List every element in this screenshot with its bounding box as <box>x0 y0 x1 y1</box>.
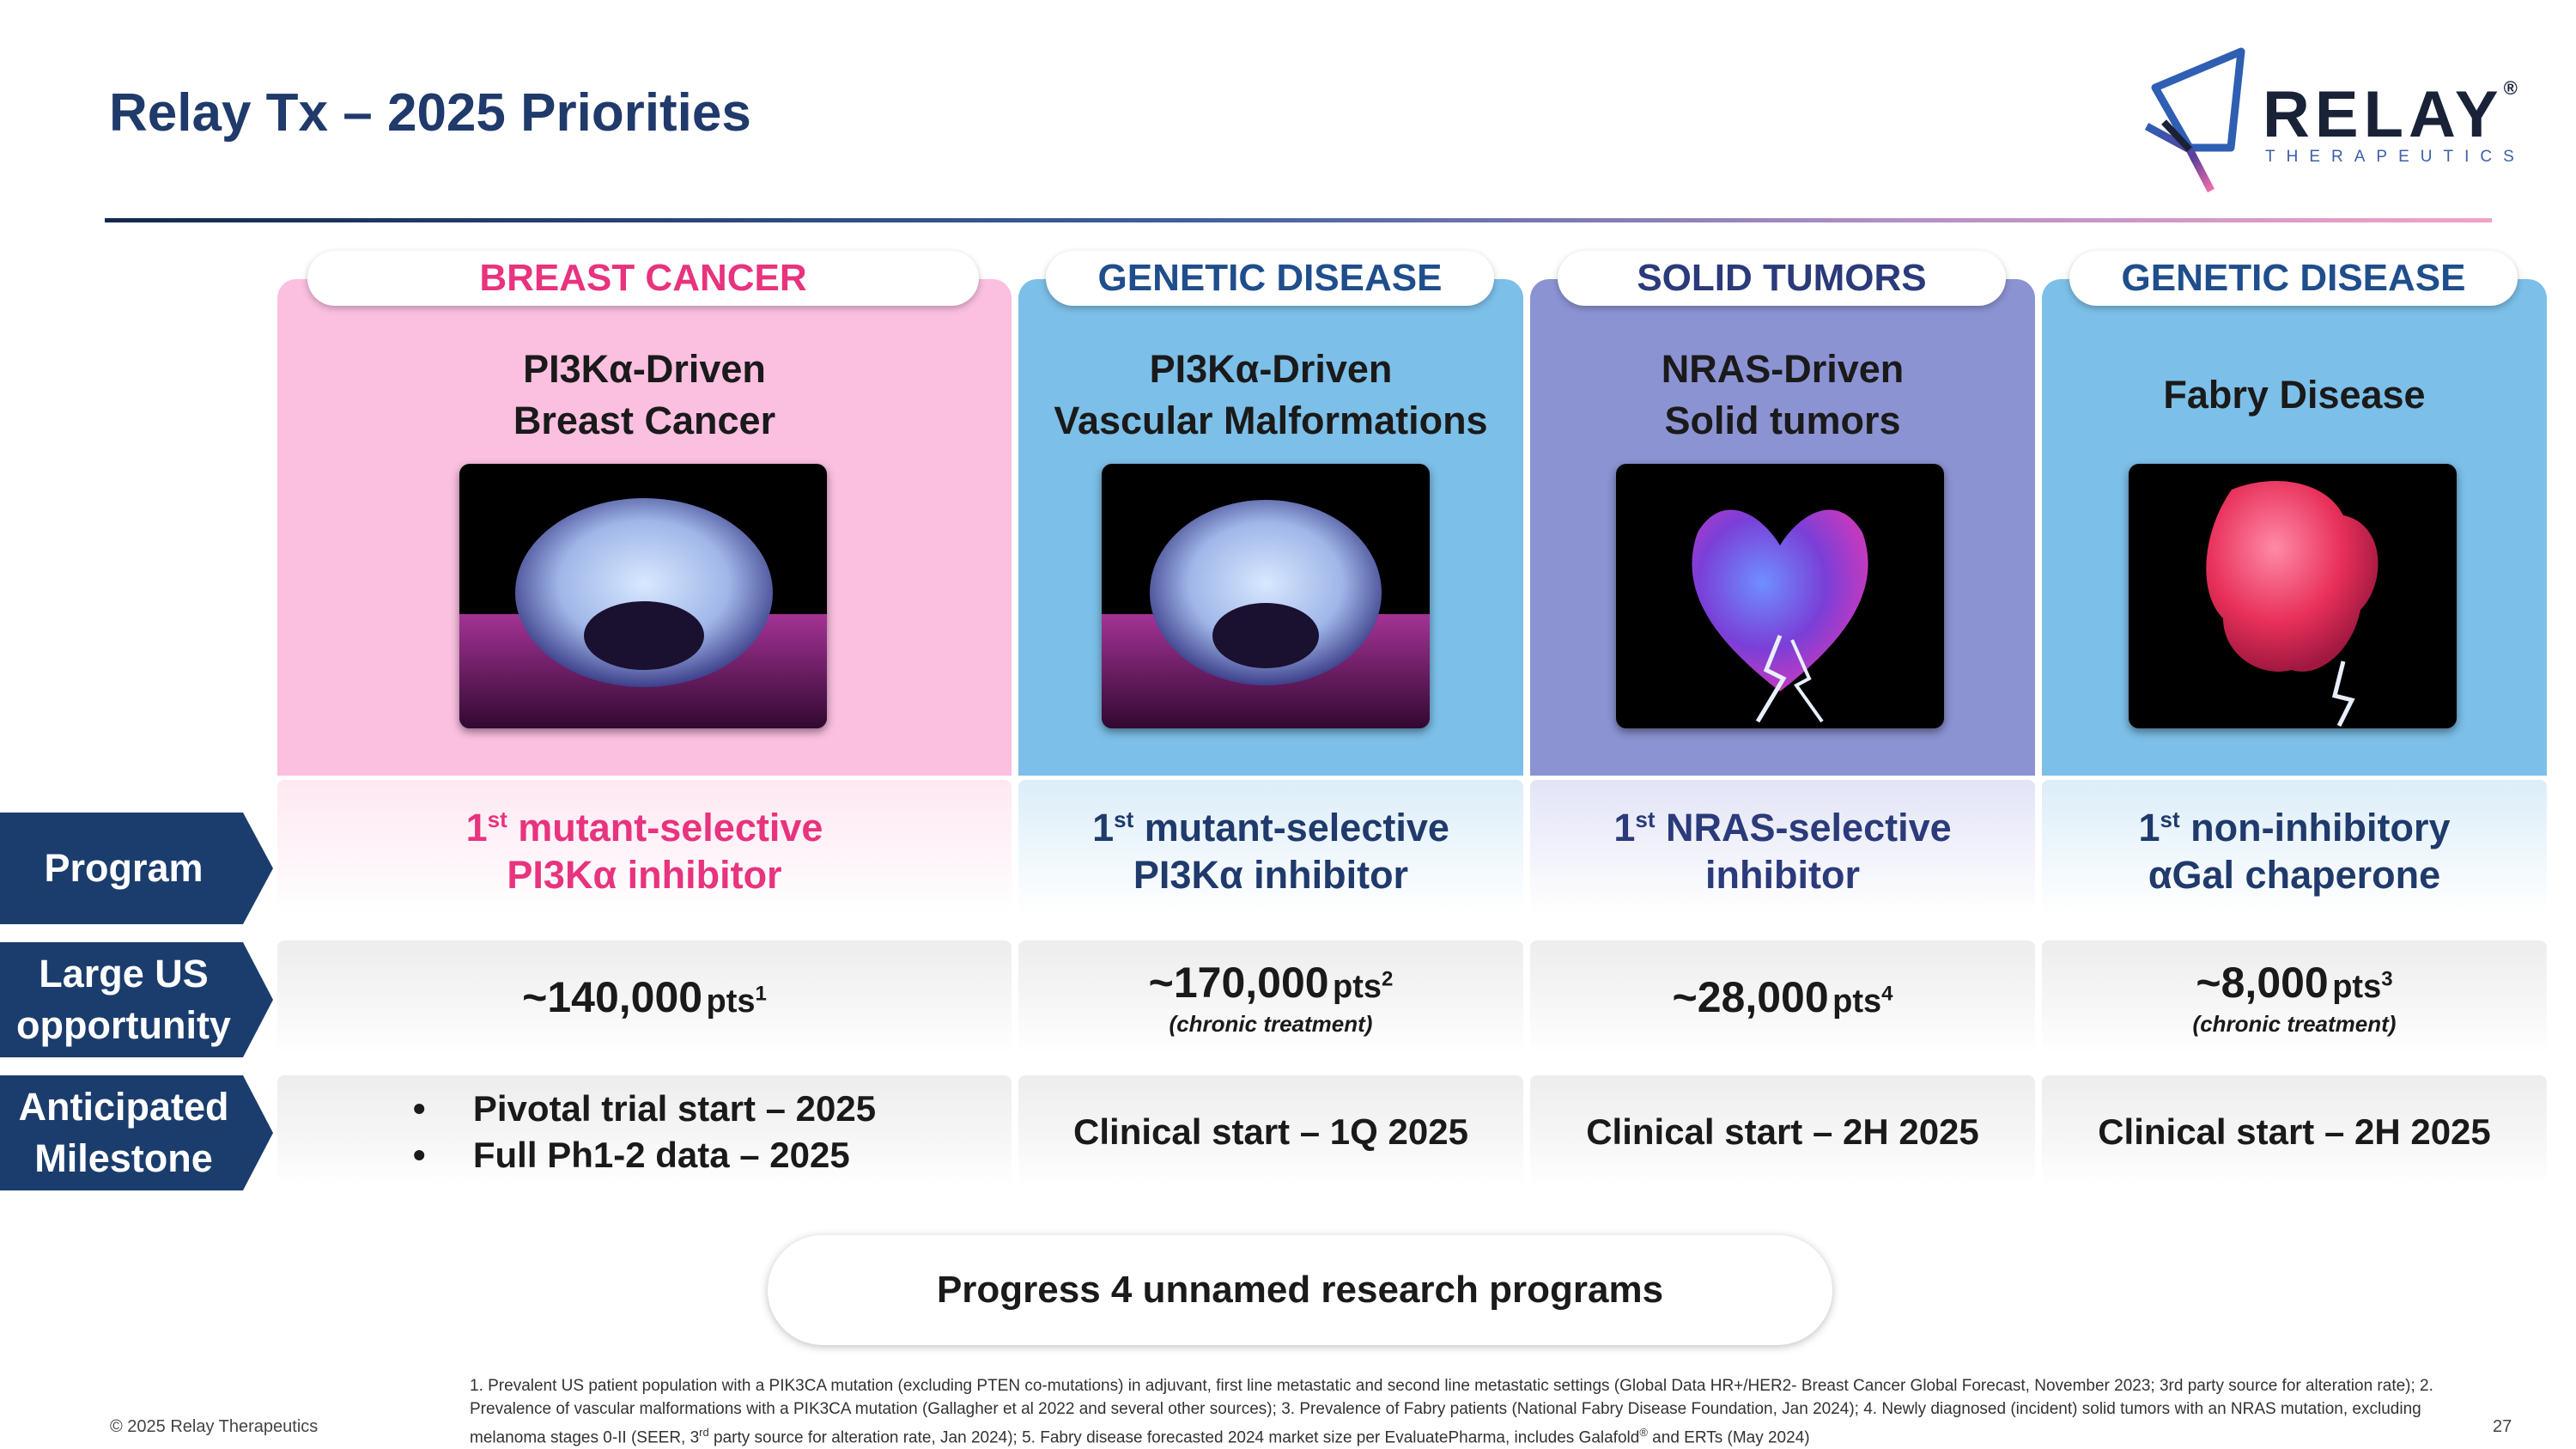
row-label-milestone: Anticipated Milestone <box>0 1075 273 1190</box>
milestone-fabry: Clinical start – 2H 2025 <box>2042 1075 2547 1189</box>
program-text: 1st mutant-selective PI3Kα inhibitor <box>465 806 823 897</box>
milestone-list: Pivotal trial start – 2025 Full Ph1-2 da… <box>413 1086 876 1178</box>
milestone-vascular: Clinical start – 1Q 2025 <box>1018 1075 1523 1189</box>
research-programs-pill: Progress 4 unnamed research programs <box>768 1235 1832 1345</box>
row-label-opportunity: Large US opportunity <box>0 942 273 1057</box>
milestone-breast-cancer: Pivotal trial start – 2025 Full Ph1-2 da… <box>277 1075 1012 1189</box>
program-text: 1st mutant-selective PI3Kα inhibitor <box>1092 806 1449 897</box>
milestone-item: Pivotal trial start – 2025 <box>413 1086 876 1132</box>
opportunity-solid-tumors: ~28,000 pts4 <box>1530 941 2035 1054</box>
program-text: 1st NRAS-selective inhibitor <box>1613 806 1952 897</box>
program-fabry: 1st non-inhibitory αGal chaperone <box>2042 780 2547 915</box>
condition-solid-tumors: NRAS-Driven Solid tumors <box>1661 347 1905 442</box>
condition-vascular: PI3Kα-Driven Vascular Malformations <box>1054 347 1488 442</box>
condition-breast-cancer: PI3Kα-Driven Breast Cancer <box>513 347 776 442</box>
program-breast-cancer: 1st mutant-selective PI3Kα inhibitor <box>277 780 1012 915</box>
milestone-solid-tumors: Clinical start – 2H 2025 <box>1530 1075 2035 1189</box>
opportunity-breast-cancer: ~140,000 pts1 <box>277 941 1012 1054</box>
page-number: 27 <box>2493 1417 2512 1436</box>
condition-fabry: Fabry Disease <box>2163 373 2426 417</box>
footnotes: 1. Prevalent US patient population with … <box>470 1377 2433 1447</box>
program-text: 1st non-inhibitory αGal chaperone <box>2138 806 2451 897</box>
protein-structure-image-2 <box>1102 464 1430 728</box>
header-divider <box>105 218 2492 222</box>
relay-logo-mark-icon <box>2144 47 2245 193</box>
category-pill-genetic-disease-1: GENETIC DISEASE <box>1046 251 1494 306</box>
milestone-item: Full Ph1-2 data – 2025 <box>413 1132 876 1178</box>
nras-structure-image <box>1616 464 1944 728</box>
program-solid-tumors: 1st NRAS-selective inhibitor <box>1530 780 2035 915</box>
fabry-structure-image <box>2129 464 2457 728</box>
category-pill-genetic-disease-2: GENETIC DISEASE <box>2069 251 2518 306</box>
category-pill-solid-tumors: SOLID TUMORS <box>1558 251 2006 306</box>
program-vascular: 1st mutant-selective PI3Kα inhibitor <box>1018 780 1523 915</box>
page-title: Relay Tx – 2025 Priorities <box>109 83 751 143</box>
logo-wordmark: RELAY® <box>2263 77 2523 151</box>
relay-logo: RELAY® THERAPEUTICS <box>2138 45 2518 199</box>
copyright: © 2025 Relay Therapeutics <box>110 1417 319 1436</box>
opportunity-fabry: ~8,000 pts3 (chronic treatment) <box>2042 941 2547 1054</box>
row-label-program: Program <box>0 813 273 924</box>
category-pill-breast-cancer: BREAST CANCER <box>307 251 979 306</box>
logo-subtitle: THERAPEUTICS <box>2265 148 2525 166</box>
opportunity-vascular: ~170,000 pts2 (chronic treatment) <box>1018 941 1523 1054</box>
protein-structure-image <box>459 464 827 728</box>
